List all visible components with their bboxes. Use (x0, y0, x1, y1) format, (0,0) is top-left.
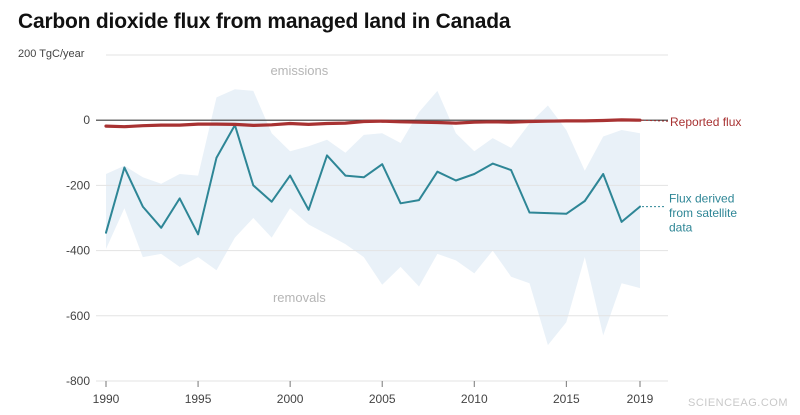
reported-flux-point (326, 122, 328, 125)
satellite-flux-point (510, 169, 512, 171)
satellite-flux-point (381, 163, 384, 165)
reported-flux-point (344, 122, 347, 124)
reported-flux-point (160, 124, 162, 126)
satellite-flux-point (399, 202, 402, 205)
satellite-flux-label: Flux derived (669, 192, 734, 206)
reported-flux-point (270, 124, 273, 126)
reported-flux-point (142, 124, 144, 127)
reported-flux-point (455, 122, 457, 124)
satellite-flux-point (289, 174, 291, 177)
satellite-flux-point (123, 166, 126, 169)
satellite-flux-label: data (669, 221, 693, 235)
reported-flux-point (197, 123, 199, 125)
satellite-flux-point (565, 213, 568, 215)
satellite-flux-point (215, 156, 218, 159)
satellite-flux-point (620, 221, 623, 223)
reported-flux-point (584, 120, 586, 122)
satellite-flux-point (160, 227, 162, 229)
satellite-flux-point (584, 200, 586, 202)
chart-title: Carbon dioxide flux from managed land in… (18, 10, 511, 33)
satellite-flux-point (602, 173, 604, 175)
x-tick-label: 2000 (277, 392, 304, 406)
y-tick-label: -600 (66, 309, 90, 323)
satellite-flux-label: from satellite (669, 206, 737, 220)
satellite-flux-point (418, 199, 420, 201)
reported-flux-point (436, 121, 439, 124)
reported-flux-point (215, 123, 218, 125)
y-tick-label: -800 (66, 374, 90, 388)
reported-flux-point (363, 120, 365, 123)
satellite-flux-point (197, 233, 199, 236)
satellite-flux-point (547, 212, 549, 214)
reported-flux-line (104, 118, 642, 129)
satellite-flux-point (473, 173, 476, 175)
reported-flux-point (289, 122, 291, 125)
satellite-flux-point (326, 154, 328, 157)
satellite-flux-point (639, 205, 641, 208)
reported-flux-point (105, 125, 107, 127)
reported-flux-point (473, 121, 476, 123)
x-tick-label: 2019 (627, 392, 654, 406)
satellite-flux-point (528, 211, 531, 214)
reported-flux-point (234, 123, 236, 126)
watermark: SCIENCEAG.COM (687, 397, 788, 409)
reported-flux-point (510, 121, 512, 123)
satellite-flux-point (105, 231, 107, 234)
reported-flux-leader (641, 119, 669, 122)
satellite-flux-point (455, 179, 457, 182)
reported-flux-point (252, 124, 255, 127)
satellite-flux-point (307, 209, 310, 211)
satellite-flux-point (344, 174, 347, 177)
reported-flux-point (399, 121, 402, 123)
satellite-flux-point (436, 170, 439, 173)
x-tick-label: 1995 (185, 392, 212, 406)
reported-flux-point (547, 120, 549, 122)
x-tick-label: 2015 (553, 392, 580, 406)
reported-flux-point (178, 124, 181, 126)
removals-label: removals (273, 290, 326, 305)
x-tick-label: 2010 (461, 392, 488, 406)
satellite-flux-point (363, 176, 365, 179)
reported-flux-point (418, 121, 420, 123)
reported-flux-point (565, 120, 568, 122)
satellite-flux-point (270, 200, 273, 203)
satellite-flux-point (491, 162, 494, 165)
reported-flux-point (639, 119, 641, 121)
x-tick-label: 1990 (93, 392, 120, 406)
reported-flux-point (602, 119, 604, 122)
satellite-flux-line (105, 124, 641, 236)
x-tick-label: 2005 (369, 392, 396, 406)
reported-flux-point (381, 120, 384, 122)
emissions-label: emissions (270, 63, 328, 78)
reported-flux-point (620, 119, 623, 121)
reported-flux-point (528, 120, 531, 123)
uncertainty-band (106, 89, 640, 346)
y-tick-label: -200 (66, 178, 90, 192)
reported-flux-point (307, 123, 310, 126)
y-tick-label: 0 (83, 113, 90, 127)
reported-flux-point (123, 125, 126, 128)
y-tick-label: 200 TgC/year (18, 48, 85, 60)
y-tick-label: -400 (66, 244, 90, 258)
satellite-flux-point (252, 184, 255, 187)
reported-flux-label: Reported flux (670, 115, 741, 129)
satellite-flux-point (178, 197, 181, 200)
reported-flux-point (491, 121, 494, 123)
satellite-flux-point (142, 205, 144, 208)
